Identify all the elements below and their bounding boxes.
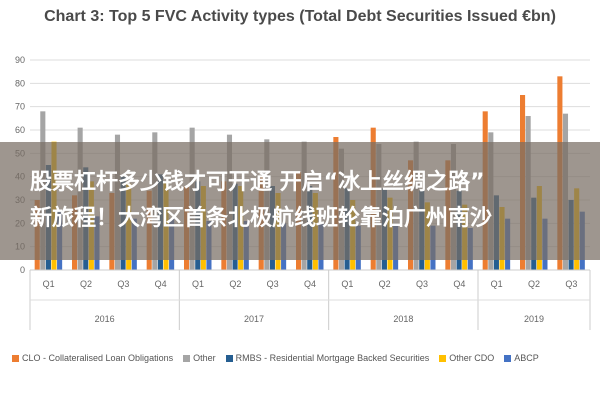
y-tick-label: 90 bbox=[15, 55, 25, 65]
group-label: 2018 bbox=[393, 314, 413, 324]
legend-label: CLO - Collateralised Loan Obligations bbox=[22, 353, 174, 363]
legend-item: RMBS - Residential Mortgage Backed Secur… bbox=[225, 353, 430, 363]
x-tick-label: Q2 bbox=[379, 279, 391, 289]
legend-swatch bbox=[225, 354, 233, 362]
x-tick-label: Q3 bbox=[565, 279, 577, 289]
x-tick-label: Q1 bbox=[341, 279, 353, 289]
y-tick-label: 70 bbox=[15, 102, 25, 112]
headline-banner[interactable]: 股票杠杆多少钱才可开通 开启“冰上丝绸之路” 新旅程！大湾区首条北极航线班轮靠泊… bbox=[0, 142, 600, 260]
x-tick-label: Q2 bbox=[229, 279, 241, 289]
chart-legend: CLO - Collateralised Loan Obligations Oth… bbox=[12, 350, 592, 366]
y-tick-label: 60 bbox=[15, 125, 25, 135]
y-tick-label: 0 bbox=[20, 265, 25, 275]
x-tick-label: Q1 bbox=[491, 279, 503, 289]
x-tick-label: Q4 bbox=[155, 279, 167, 289]
legend-item: CLO - Collateralised Loan Obligations bbox=[12, 353, 173, 363]
legend-item: Other bbox=[183, 353, 216, 363]
legend-item: ABCP bbox=[504, 353, 539, 363]
legend-label: Other CDO bbox=[449, 353, 495, 363]
legend-item: Other CDO bbox=[439, 353, 494, 363]
legend-swatch bbox=[439, 354, 447, 362]
x-tick-label: Q4 bbox=[453, 279, 465, 289]
group-label: 2019 bbox=[524, 314, 544, 324]
x-tick-label: Q4 bbox=[304, 279, 316, 289]
headline-line-2[interactable]: 新旅程！大湾区首条北极航线班轮靠泊广州南沙 bbox=[30, 206, 493, 231]
legend-label: RMBS - Residential Mortgage Backed Secur… bbox=[235, 353, 430, 363]
headline-line-1[interactable]: 股票杠杆多少钱才可开通 开启“冰上丝绸之路” bbox=[30, 170, 485, 195]
x-tick-label: Q3 bbox=[416, 279, 428, 289]
x-tick-label: Q2 bbox=[528, 279, 540, 289]
x-tick-label: Q1 bbox=[192, 279, 204, 289]
legend-swatch bbox=[12, 354, 19, 362]
x-tick-label: Q3 bbox=[267, 279, 279, 289]
x-tick-label: Q3 bbox=[117, 279, 129, 289]
chart-title: Chart 3: Top 5 FVC Activity types (Total… bbox=[44, 8, 556, 25]
group-label: 2017 bbox=[244, 314, 264, 324]
legend-label: Other bbox=[193, 353, 216, 363]
group-label: 2016 bbox=[95, 314, 115, 324]
legend-swatch bbox=[183, 354, 191, 362]
x-tick-label: Q2 bbox=[80, 279, 92, 289]
y-tick-label: 80 bbox=[15, 78, 25, 88]
x-tick-label: Q1 bbox=[43, 279, 55, 289]
legend-swatch bbox=[504, 354, 512, 362]
legend-label: ABCP bbox=[514, 353, 539, 363]
